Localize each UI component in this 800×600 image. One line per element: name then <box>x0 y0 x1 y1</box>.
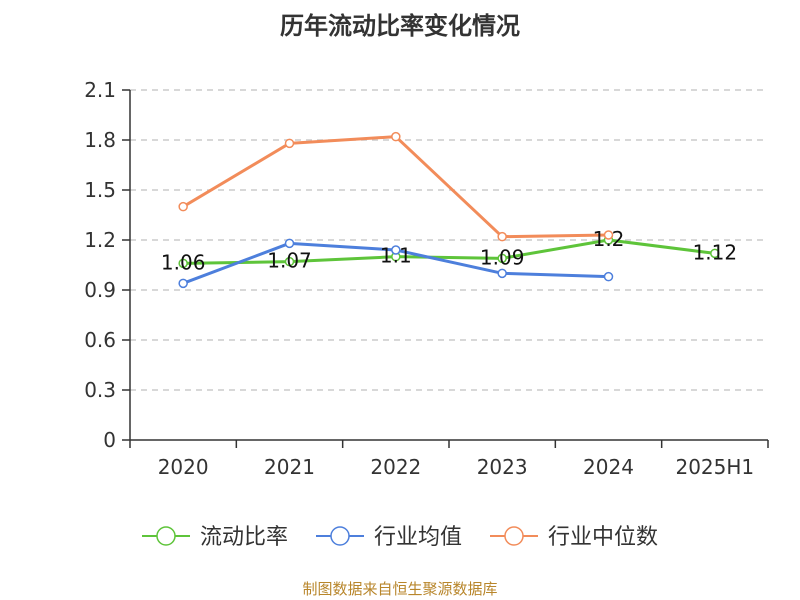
data-point-current_ratio <box>497 253 507 264</box>
data-label: 1.1 <box>380 244 412 268</box>
x-tick-label: 2023 <box>477 455 528 479</box>
y-tick-label: 1.2 <box>84 228 116 252</box>
legend-circle-icon <box>330 526 350 546</box>
data-label: 1.09 <box>480 245 525 269</box>
data-label: 1.12 <box>693 240 738 264</box>
data-point-industry_mean <box>178 278 188 289</box>
data-labels: 1.06 1.07 1.1 1.09 1.2 1.12 <box>161 227 737 274</box>
data-point-industry_median <box>391 131 401 142</box>
series <box>178 131 720 289</box>
legend-item-current_ratio: 流动比率 <box>142 525 288 550</box>
data-source-note: 制图数据来自恒生聚源数据库 <box>302 580 498 598</box>
legend-label: 行业中位数 <box>548 525 658 550</box>
y-tick-label: 2.1 <box>84 78 116 102</box>
legend-label: 流动比率 <box>200 525 288 550</box>
legend-circle-icon <box>504 526 524 546</box>
legend: 流动比率 行业均值 行业中位数 <box>142 525 658 550</box>
data-point-current_ratio <box>710 248 720 259</box>
x-tick-label: 2025H1 <box>675 455 754 479</box>
series-line-industry_median <box>182 135 609 239</box>
x-tick-label: 2022 <box>370 455 421 479</box>
data-point-industry_mean <box>391 245 401 255</box>
data-point-industry_median <box>497 231 507 242</box>
y-tick-label: 1.5 <box>84 178 116 202</box>
grid-lines <box>130 89 768 391</box>
x-tick-label: 2020 <box>158 455 209 479</box>
legend-circle-icon <box>156 526 176 546</box>
legend-item-industry_mean: 行业均值 <box>316 525 462 550</box>
y-tick-label: 0 <box>103 428 116 452</box>
y-tick-label: 0.3 <box>84 378 116 402</box>
y-tick-label: 0.6 <box>84 328 116 352</box>
data-label: 1.07 <box>267 249 312 273</box>
data-point-industry_mean <box>497 268 507 279</box>
series-line-current_ratio <box>183 238 716 265</box>
legend-item-industry_median: 行业中位数 <box>490 525 658 550</box>
data-point-industry_median <box>178 201 188 212</box>
chart-title: 历年流动比率变化情况 <box>280 12 520 40</box>
x-tick-label: 2021 <box>264 455 315 479</box>
y-tick-label: 0.9 <box>84 278 116 302</box>
data-point-industry_mean <box>284 238 295 249</box>
legend-label: 行业均值 <box>374 525 462 550</box>
data-label: 1.06 <box>161 250 206 274</box>
y-tick-label: 1.8 <box>84 128 116 152</box>
data-point-current_ratio <box>178 258 188 269</box>
data-point-industry_median <box>284 138 295 149</box>
x-tick-label: 2024 <box>583 455 634 479</box>
data-point-current_ratio <box>284 256 295 267</box>
axes: 0 0.3 0.6 0.9 1.2 1.5 1.8 2.1 2020 2021 2022 2023 20… <box>84 78 769 479</box>
data-label: 1.2 <box>593 227 625 251</box>
data-point-industry_mean <box>603 271 614 282</box>
data-point-industry_median <box>603 230 614 240</box>
